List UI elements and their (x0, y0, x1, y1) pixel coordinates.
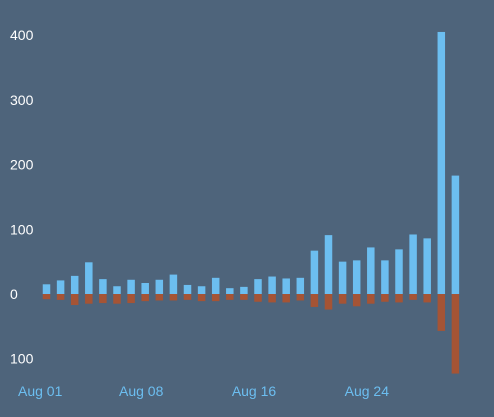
positive-bar-aug-28 (423, 238, 431, 294)
negative-bar-aug-19 (296, 294, 305, 301)
negative-bar-aug-05 (99, 294, 107, 304)
negative-bar-aug-26 (395, 294, 403, 303)
positive-bar-aug-23 (352, 260, 361, 294)
negative-bar-aug-29 (437, 294, 446, 331)
negative-bar-aug-30 (451, 294, 460, 374)
positive-bar-aug-11 (183, 284, 192, 294)
positive-bar-aug-27 (409, 234, 417, 294)
positive-bar-aug-18 (282, 278, 290, 294)
negative-bar-aug-16 (254, 294, 262, 302)
x-axis-ticks: Aug 01 Aug 08 Aug 16 Aug 24 (18, 383, 389, 399)
positive-bar-aug-10 (169, 274, 178, 294)
negative-bar-aug-23 (352, 294, 361, 307)
negative-bar-aug-27 (409, 294, 417, 300)
positive-bar-aug-20 (310, 250, 319, 294)
positive-bar-aug-17 (268, 276, 276, 294)
x-tick-label: Aug 16 (232, 383, 277, 399)
positive-bar-aug-05 (99, 279, 107, 294)
negative-bar-aug-01 (42, 294, 51, 300)
positive-bar-aug-14 (226, 288, 234, 294)
positive-bar-aug-30 (451, 175, 460, 294)
y-tick-label: 0 (10, 286, 18, 302)
positive-series (42, 31, 460, 295)
positive-bar-aug-02 (56, 280, 65, 294)
x-tick-label: Aug 01 (18, 383, 63, 399)
negative-bar-aug-22 (338, 294, 347, 304)
negative-bar-aug-15 (240, 294, 248, 300)
negative-bar-aug-20 (310, 294, 319, 307)
negative-series (42, 294, 460, 374)
positive-bar-aug-06 (113, 286, 121, 294)
positive-bar-aug-25 (381, 260, 389, 294)
negative-bar-aug-13 (211, 294, 220, 302)
positive-bar-aug-22 (338, 261, 347, 294)
y-tick-label: 300 (10, 92, 34, 108)
negative-bar-aug-14 (226, 294, 234, 300)
x-tick-label: Aug 08 (119, 383, 164, 399)
positive-bar-aug-03 (70, 275, 79, 294)
negative-bar-aug-10 (169, 294, 178, 301)
negative-bar-aug-07 (127, 294, 135, 304)
positive-bar-aug-09 (155, 279, 164, 294)
positive-bar-aug-12 (197, 286, 206, 294)
positive-bar-aug-29 (437, 31, 446, 295)
y-tick-label: 100 (10, 351, 34, 367)
negative-bar-aug-17 (268, 294, 276, 303)
negative-bar-aug-11 (183, 294, 192, 300)
positive-bar-aug-13 (211, 277, 220, 294)
positive-bar-aug-24 (367, 247, 375, 294)
positive-bar-aug-16 (254, 279, 262, 294)
y-axis-ticks: 400 300 200 100 0 100 (10, 27, 34, 367)
positive-bar-aug-15 (240, 286, 248, 294)
positive-bar-aug-04 (85, 262, 93, 294)
y-tick-label: 100 (10, 221, 34, 237)
y-tick-label: 200 (10, 157, 34, 173)
negative-bar-aug-08 (141, 294, 149, 302)
positive-bar-aug-08 (141, 283, 149, 294)
negative-bar-aug-02 (56, 294, 65, 300)
negative-bar-aug-24 (367, 294, 375, 304)
negative-bar-aug-06 (113, 294, 121, 304)
negative-bar-aug-12 (197, 294, 206, 302)
negative-bar-aug-03 (70, 294, 79, 305)
negative-bar-aug-18 (282, 294, 290, 303)
positive-bar-aug-01 (42, 284, 51, 294)
negative-bar-aug-04 (85, 294, 93, 304)
negative-bar-aug-21 (324, 294, 333, 310)
positive-bar-aug-21 (324, 235, 333, 294)
positive-bar-aug-19 (296, 277, 305, 294)
positive-bar-aug-07 (127, 279, 135, 294)
positive-bar-aug-26 (395, 249, 403, 294)
negative-bar-aug-09 (155, 294, 164, 301)
negative-bar-aug-25 (381, 294, 389, 302)
x-tick-label: Aug 24 (345, 383, 390, 399)
negative-bar-aug-28 (423, 294, 431, 303)
y-tick-label: 400 (10, 27, 34, 43)
